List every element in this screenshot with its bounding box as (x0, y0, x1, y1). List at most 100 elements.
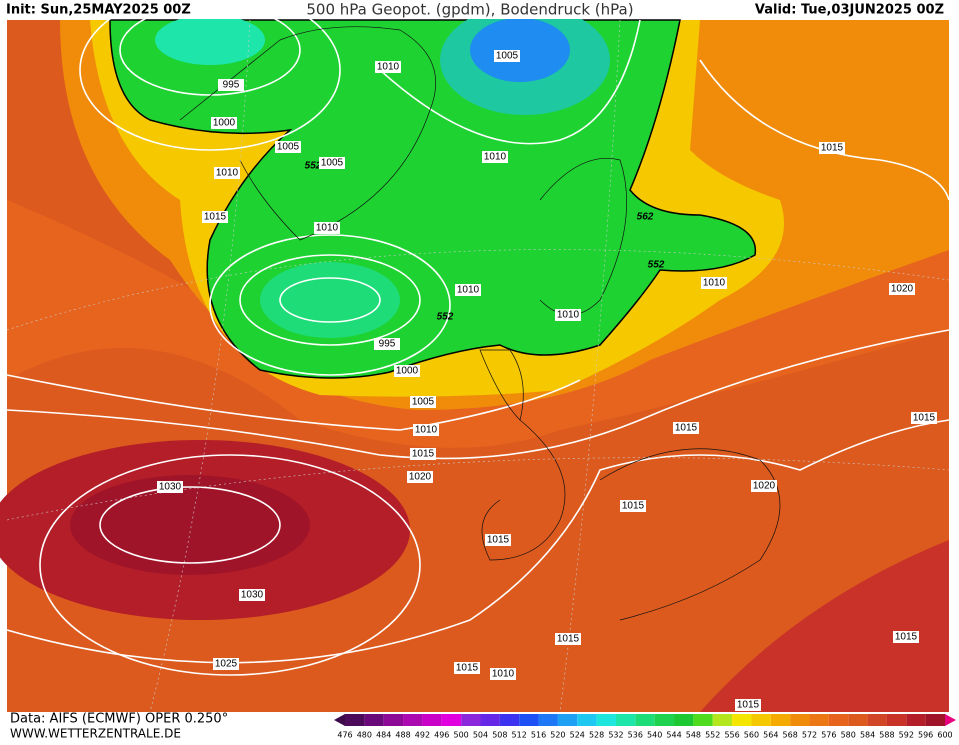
colorbar-label: 584 (860, 731, 875, 740)
colorbar-swatch (751, 714, 771, 726)
colorbar-label: 588 (879, 731, 894, 740)
contour-label: 1025 (215, 659, 238, 670)
contour-label: 1015 (675, 423, 698, 434)
contour-label: 1010 (316, 223, 339, 234)
colorbar-label: 520 (550, 731, 565, 740)
contour-label-bg (555, 633, 581, 645)
contour-label: 1030 (241, 590, 264, 601)
map-title: 500 hPa Geopot. (gpdm), Bodendruck (hPa) (306, 1, 633, 19)
colorbar-label: 508 (492, 731, 507, 740)
contour-label: 1005 (277, 142, 300, 153)
colorbar-swatch (809, 714, 829, 726)
contour-label-bg (893, 631, 919, 643)
colorbar-label: 484 (376, 731, 391, 740)
colorbar-swatch (364, 714, 384, 726)
colorbar-swatch (654, 714, 675, 726)
contour-label-bg (413, 424, 439, 436)
contour-label-bg (394, 365, 420, 377)
valid-time: Valid: Tue,03JUN2025 00Z (755, 3, 944, 18)
data-source: Data: AIFS (ECMWF) OPER 0.250° (10, 712, 228, 727)
colorbar-label: 512 (512, 731, 527, 740)
colorbar-swatch (480, 714, 500, 726)
contour-label: 1020 (753, 481, 776, 492)
colorbar-label: 580 (841, 731, 856, 740)
contour-label: 1005 (496, 51, 519, 62)
colorbar-swatch (906, 714, 926, 726)
contour-label: 1030 (159, 482, 182, 493)
colorbar-label: 528 (589, 731, 604, 740)
colorbar-swatch (557, 714, 578, 726)
contour-label-bg (454, 662, 480, 674)
contour-label: 1010 (457, 285, 480, 296)
colorbar-label: 572 (802, 731, 817, 740)
contour-label-bg (375, 61, 401, 73)
colorbar-swatch (403, 714, 423, 726)
contour-label-bg (157, 481, 183, 493)
colorbar-swatch (886, 714, 907, 726)
colorbar-swatch (693, 714, 713, 726)
contour-label-bg (735, 699, 761, 711)
contour-label-bg (211, 117, 237, 129)
header-bg (0, 0, 959, 19)
colorbar-swatch (848, 714, 868, 726)
contour-label: 1015 (622, 501, 645, 512)
colorbar-label: 544 (666, 731, 681, 740)
contour-label: 1015 (557, 634, 580, 645)
field-red-se (700, 540, 949, 712)
contour-label: 1015 (895, 632, 918, 643)
contour-label: 1020 (891, 284, 914, 295)
contour-label: 1015 (456, 663, 479, 674)
colorbar-swatch (867, 714, 887, 726)
field-cyan (155, 15, 265, 65)
contour-label: 1010 (377, 62, 400, 73)
contour-label-bg (410, 448, 436, 460)
contour-label-bg (911, 412, 937, 424)
contour-label: 995 (223, 80, 240, 91)
init-time: Init: Sun,25MAY2025 00Z (6, 3, 191, 18)
colorbar-swatch (461, 714, 481, 726)
contour-label-bg (275, 141, 301, 153)
colorbar-label: 576 (821, 731, 836, 740)
contour-label: 1005 (412, 397, 435, 408)
colorbar-label: 596 (918, 731, 933, 740)
contour-label: 1000 (396, 366, 419, 377)
colorbar-swatch (770, 714, 791, 726)
contour-label-bg (214, 167, 240, 179)
contour-label-bg (751, 480, 777, 492)
contour-label: 1005 (321, 158, 344, 169)
high-core (70, 475, 310, 575)
contour-label-bg (490, 668, 516, 680)
contour-label: 1015 (913, 413, 936, 424)
contour-label-bg (455, 284, 481, 296)
colorbar-label: 600 (937, 731, 952, 740)
contour-label-bg (374, 338, 400, 350)
contour-label-bg (314, 222, 340, 234)
colorbar-label: 564 (763, 731, 778, 740)
contour-label: 1010 (484, 152, 507, 163)
colorbar-label: 524 (570, 731, 585, 740)
colorbar-label: 556 (724, 731, 739, 740)
colorbar-swatch (732, 714, 752, 726)
colorbar-label: 532 (608, 731, 623, 740)
colorbar: 476 480 484 488 492 496 500 504 508 512 516 520 524 5… (337, 714, 953, 740)
colorbar-label: 500 (453, 731, 468, 740)
colorbar-swatch (828, 714, 849, 726)
colorbar-swatch (422, 714, 442, 726)
contour-label-bg (202, 211, 228, 223)
contour-label: 1015 (737, 700, 760, 711)
colorbar-label: 488 (395, 731, 410, 740)
colorbar-label: 540 (647, 731, 662, 740)
contour-label-bg (494, 50, 520, 62)
colorbar-swatch (596, 714, 616, 726)
colorbar-arrow-high (945, 714, 956, 726)
colorbar-label: 504 (473, 731, 488, 740)
graticule (6, 19, 950, 713)
colorbar-label: 552 (705, 731, 720, 740)
colorbar-swatch (441, 714, 462, 726)
contour-label: 1000 (213, 118, 236, 129)
colorbar-swatch (674, 714, 694, 726)
contour-label: 1010 (492, 669, 515, 680)
colorbar-label: 496 (434, 731, 449, 740)
